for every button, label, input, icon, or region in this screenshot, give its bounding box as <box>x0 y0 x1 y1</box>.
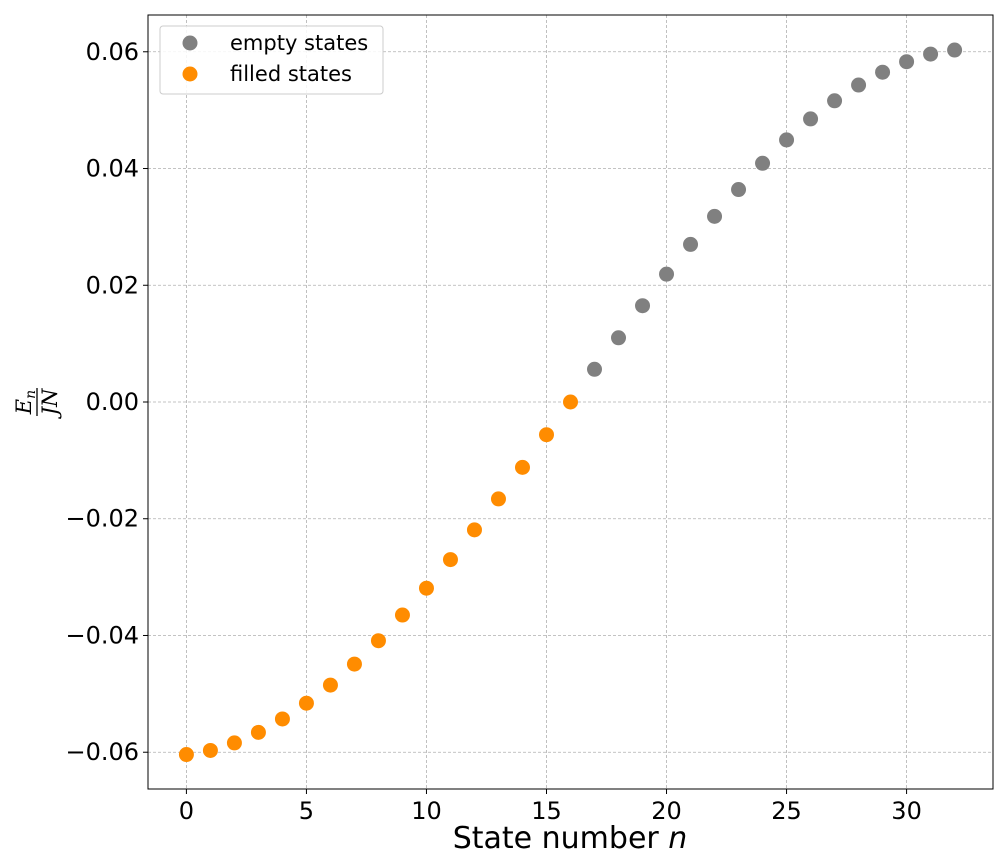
point-empty-states <box>899 54 915 70</box>
point-filled-states <box>346 656 362 672</box>
point-filled-states <box>442 552 458 568</box>
x-axis-label: State number n <box>453 821 688 856</box>
point-filled-states <box>250 724 266 740</box>
y-tick-label: 0.02 <box>86 271 139 299</box>
point-filled-states <box>418 580 434 596</box>
y-axis-label-denominator: JN <box>38 388 62 419</box>
point-filled-states <box>538 427 554 443</box>
point-filled-states <box>514 459 530 475</box>
x-tick-label: 20 <box>651 797 682 825</box>
legend-marker-empty-states <box>182 35 198 51</box>
point-filled-states <box>394 607 410 623</box>
x-axis-label-variable: n <box>668 821 687 856</box>
legend: empty states filled states <box>159 25 384 95</box>
point-empty-states <box>635 298 651 314</box>
x-tick-label: 0 <box>179 797 194 825</box>
x-tick-label: 5 <box>299 797 314 825</box>
legend-label-filled-states: filled states <box>230 62 352 86</box>
point-filled-states <box>178 747 194 763</box>
point-empty-states <box>611 330 627 346</box>
y-tick-label: −0.04 <box>65 621 139 649</box>
point-filled-states <box>202 742 218 758</box>
point-empty-states <box>947 42 963 58</box>
axis-ticks: 0 5 10 15 20 25 30 −0.06 −0.04 −0.02 0.00 0.02 0.04 0… <box>65 38 921 825</box>
point-empty-states <box>683 236 699 252</box>
x-tick-label: 25 <box>771 797 802 825</box>
legend-box <box>159 25 384 95</box>
y-tick-label: 0.00 <box>86 388 139 416</box>
y-axis-label-numerator: En <box>12 390 39 415</box>
y-tick-label: 0.04 <box>86 155 139 183</box>
point-filled-states <box>226 735 242 751</box>
y-tick-label: −0.06 <box>65 738 139 766</box>
point-empty-states <box>827 93 843 109</box>
point-empty-states <box>803 111 819 127</box>
x-tick-label: 15 <box>531 797 562 825</box>
point-empty-states <box>923 46 939 62</box>
data-points <box>178 42 963 763</box>
point-filled-states <box>490 491 506 507</box>
point-filled-states <box>274 711 290 727</box>
y-axis-label: En JN <box>12 388 62 419</box>
y-tick-label: 0.06 <box>86 38 139 66</box>
point-filled-states <box>370 633 386 649</box>
point-filled-states <box>466 522 482 538</box>
point-empty-states <box>659 266 675 282</box>
point-empty-states <box>755 155 771 171</box>
y-tick-label: −0.02 <box>65 505 139 533</box>
point-empty-states <box>587 361 603 377</box>
point-filled-states <box>298 695 314 711</box>
x-axis-label-text: State number <box>453 821 660 856</box>
x-tick-label: 10 <box>411 797 442 825</box>
legend-label-empty-states: empty states <box>230 31 368 55</box>
point-filled-states <box>322 677 338 693</box>
x-tick-label: 30 <box>891 797 922 825</box>
legend-marker-filled-states <box>182 66 198 82</box>
point-empty-states <box>779 132 795 148</box>
point-empty-states <box>875 64 891 80</box>
point-filled-states <box>563 394 578 410</box>
point-empty-states <box>851 77 867 93</box>
point-empty-states <box>731 182 747 198</box>
point-empty-states <box>707 208 723 224</box>
